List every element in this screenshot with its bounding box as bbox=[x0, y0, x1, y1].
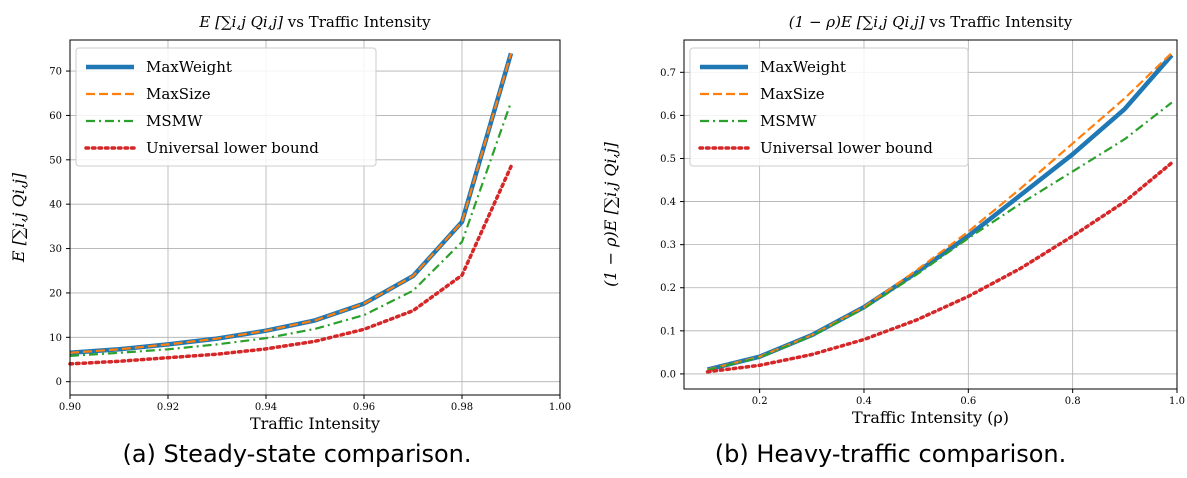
legend-label: MSMW bbox=[146, 112, 203, 130]
x-tick-label: 0.90 bbox=[59, 402, 81, 413]
title-text: vs Traffic Intensity bbox=[928, 13, 1072, 31]
y-tick-label: 40 bbox=[49, 200, 62, 211]
series-line-msmw bbox=[707, 101, 1173, 372]
y-tick-label: 0.0 bbox=[660, 369, 676, 380]
y-tick-label: 0.6 bbox=[660, 111, 676, 122]
series-line-msmw bbox=[69, 101, 513, 357]
y-tick-label: 0.5 bbox=[660, 154, 676, 165]
y-tick-label: 0.4 bbox=[660, 197, 676, 208]
y-tick-label: 30 bbox=[49, 244, 62, 255]
chart-title: E [∑i,j Qi,j] vs Traffic Intensity bbox=[198, 13, 431, 31]
series-line-maxsize bbox=[69, 52, 513, 354]
x-tick-label: 1.00 bbox=[549, 402, 571, 413]
y-tick-label: 0.3 bbox=[660, 240, 676, 251]
legend-box bbox=[689, 47, 969, 167]
title-text: vs Traffic Intensity bbox=[287, 13, 431, 31]
chart-title: (1 − ρ)E [∑i,j Qi,j] vs Traffic Intensit… bbox=[789, 13, 1073, 31]
series-line-universal-lower-bound bbox=[68, 164, 513, 366]
y-tick-label: 60 bbox=[49, 111, 62, 122]
legend-box bbox=[75, 47, 377, 167]
figure-a: 0.90 0.92 0.94 0.96 0.98 1.00 0 10 20 30 40 50 60 70 E… bbox=[9, 13, 571, 468]
legend-label: MaxSize bbox=[146, 85, 211, 103]
x-tick-label: 0.94 bbox=[255, 402, 277, 413]
caption-b: (b) Heavy-traffic comparison. bbox=[714, 440, 1067, 468]
legend-label: MaxWeight bbox=[146, 58, 232, 76]
y-tick-label: 0.1 bbox=[660, 326, 676, 337]
x-tick-label: 0.8 bbox=[1065, 396, 1081, 407]
title-math: E [∑i,j Qi,j] bbox=[198, 13, 287, 31]
y-tick-label: 0 bbox=[56, 377, 62, 388]
y-tick-label: 0.7 bbox=[660, 68, 676, 79]
y-tick-label: 70 bbox=[49, 67, 62, 78]
legend-label: MaxSize bbox=[760, 85, 825, 103]
x-tick-label: 0.6 bbox=[960, 396, 976, 407]
x-axis-label: Traffic Intensity (ρ) bbox=[852, 408, 1009, 427]
x-tick-label: 0.4 bbox=[856, 396, 872, 407]
legend: MaxWeight MaxSize MSMW Universal lower boun… bbox=[75, 47, 377, 167]
x-tick-label: 1.0 bbox=[1169, 396, 1185, 407]
chart-b: 0.2 0.4 0.6 0.8 1.0 0.0 0.1 0.2 0.3 0.4 0.5 0.6 0.7 (… bbox=[601, 13, 1185, 427]
y-axis-label: (1 − ρ)E [∑i,j Qi,j] bbox=[601, 141, 620, 287]
axes-frame bbox=[69, 39, 561, 396]
y-tick-label: 10 bbox=[49, 333, 62, 344]
x-tick-label: 0.2 bbox=[752, 396, 768, 407]
x-axis-label: Traffic Intensity bbox=[250, 414, 380, 433]
legend: MaxWeight MaxSize MSMW Universal lower boun… bbox=[689, 47, 969, 167]
legend-label: MSMW bbox=[760, 112, 817, 130]
x-tick-label: 0.98 bbox=[451, 402, 473, 413]
title-math: (1 − ρ)E [∑i,j Qi,j] bbox=[789, 13, 930, 31]
y-tick-label: 20 bbox=[49, 288, 62, 299]
legend-label: Universal lower bound bbox=[760, 139, 933, 157]
y-tick-label: 0.2 bbox=[660, 283, 676, 294]
series-line-universal-lower-bound bbox=[705, 161, 1174, 374]
x-tick-label: 0.96 bbox=[353, 402, 375, 413]
x-tick-label: 0.92 bbox=[157, 402, 179, 413]
legend-label: Universal lower bound bbox=[146, 139, 319, 157]
axes-frame bbox=[683, 39, 1178, 390]
y-axis-label: E [∑i,j Qi,j] bbox=[9, 172, 28, 263]
caption-a: (a) Steady-state comparison. bbox=[122, 440, 472, 468]
y-tick-label: 50 bbox=[49, 155, 62, 166]
figure-b: 0.2 0.4 0.6 0.8 1.0 0.0 0.1 0.2 0.3 0.4 0.5 0.6 0.7 (… bbox=[594, 0, 1187, 478]
chart-a: 0.90 0.92 0.94 0.96 0.98 1.00 0 10 20 30 40 50 60 70 E… bbox=[9, 13, 571, 433]
legend-label: MaxWeight bbox=[760, 58, 846, 76]
